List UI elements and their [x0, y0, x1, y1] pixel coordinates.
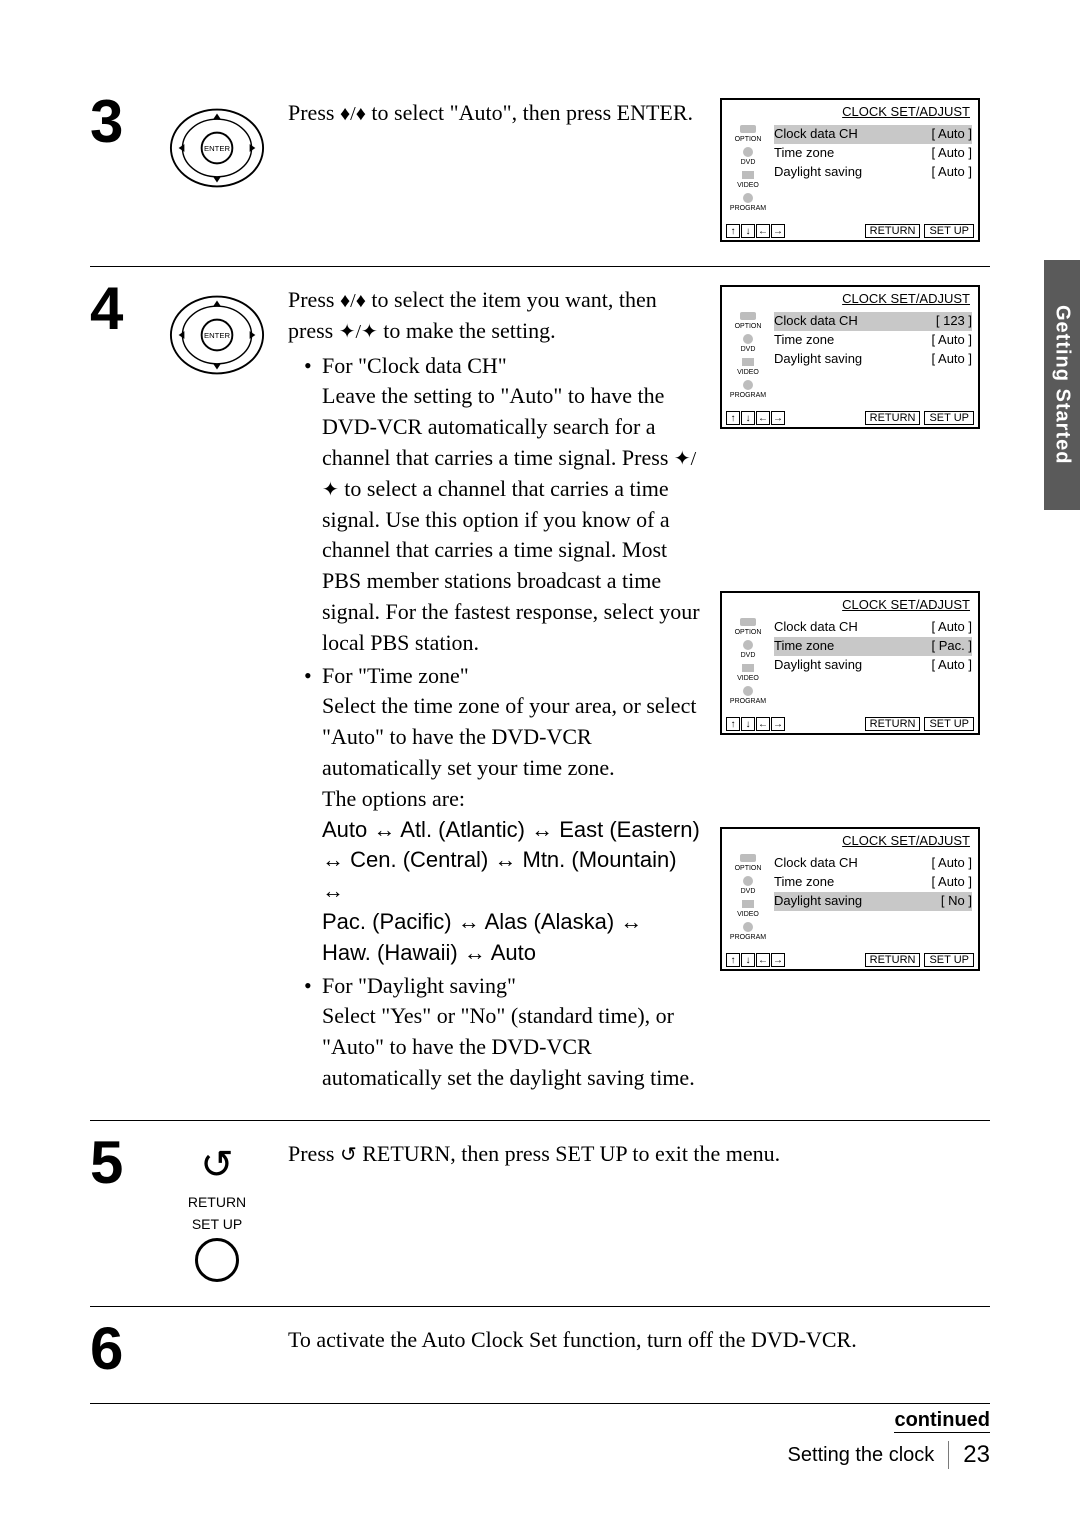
return-icon: ↺ — [200, 1141, 234, 1188]
continued-label: continued — [894, 1409, 990, 1433]
return-glyph-icon: ↺ — [340, 1144, 357, 1166]
text: to select "Auto", then press ENTER. — [366, 100, 693, 125]
return-setup-icons: ↺ RETURN SET UP — [162, 1133, 272, 1282]
step-number: 5 — [90, 1133, 146, 1282]
osd-return: RETURN — [865, 224, 921, 238]
updown-icon: ♦/♦ — [340, 290, 366, 312]
dpad-icon: ENTER — [169, 100, 265, 196]
step-3-text: Press ♦/♦ to select "Auto", then press E… — [288, 92, 704, 242]
step-4: 4 ENTER Press ♦/♦ to select the item you… — [90, 267, 990, 1121]
remote-enter-icon: ENTER — [162, 92, 272, 242]
step-3: 3 ENTER Press ♦/♦ to select "Auto", then… — [90, 80, 990, 267]
step-6: 6 To activate the Auto Clock Set functio… — [90, 1307, 990, 1404]
setup-label: SET UP — [192, 1216, 242, 1232]
step-number: 4 — [90, 279, 146, 1096]
svg-text:ENTER: ENTER — [204, 331, 230, 340]
page-number: 23 — [963, 1441, 990, 1469]
osd-left-icons: OPTION DVD VIDEO PROGRAM — [722, 121, 772, 221]
step-5: 5 ↺ RETURN SET UP Press ↺ RETURN, then p… — [90, 1121, 990, 1307]
return-label: RETURN — [188, 1194, 246, 1210]
footer-separator — [948, 1441, 949, 1469]
step-number: 3 — [90, 92, 146, 242]
step-number: 6 — [90, 1319, 146, 1379]
setup-icon — [195, 1238, 239, 1282]
side-tab: Getting Started — [1044, 260, 1080, 510]
leftright-icon: ✦/✦ — [339, 321, 378, 343]
step-6-text: To activate the Auto Clock Set function,… — [288, 1319, 990, 1379]
text: Press — [288, 100, 340, 125]
osd-title: CLOCK SET/ADJUST — [722, 100, 978, 121]
updown-icon: ♦/♦ — [340, 103, 366, 125]
osd-screen-4b: CLOCK SET/ADJUST OPTION DVD VIDEO PROGRA… — [720, 591, 980, 735]
step-5-text: Press ↺ RETURN, then press SET UP to exi… — [288, 1133, 990, 1282]
osd-screen-4a: CLOCK SET/ADJUST OPTION DVD VIDEO PROGRA… — [720, 285, 980, 429]
step-4-text: Press ♦/♦ to select the item you want, t… — [288, 279, 704, 1096]
page-footer: continued Setting the clock 23 — [130, 1409, 990, 1469]
osd-arrows-icon: ↑↓←→ — [726, 224, 785, 238]
osd-screen-3: CLOCK SET/ADJUST OPTION DVD VIDEO PROGRA… — [720, 98, 980, 242]
dpad-icon: ENTER — [169, 287, 265, 383]
osd-screen-4c: CLOCK SET/ADJUST OPTION DVD VIDEO PROGRA… — [720, 827, 980, 971]
svg-text:ENTER: ENTER — [204, 144, 230, 153]
remote-enter-icon: ENTER — [162, 279, 272, 1096]
osd-setup: SET UP — [924, 224, 974, 238]
footer-section: Setting the clock — [788, 1444, 935, 1467]
